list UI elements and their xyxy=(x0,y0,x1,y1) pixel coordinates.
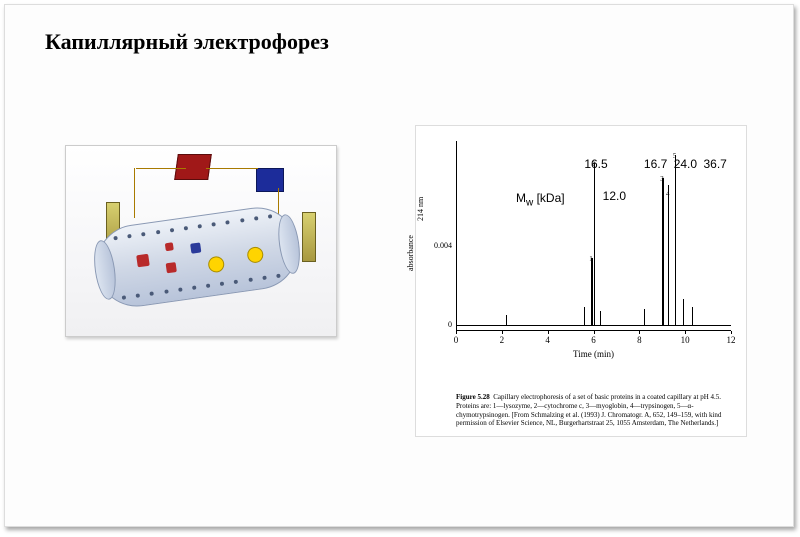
caption-label: Figure 5.28 xyxy=(456,393,490,401)
particle-icon xyxy=(246,246,264,264)
peak-mw-label: 16.7 xyxy=(644,157,667,171)
peak-mw-label: 24.0 xyxy=(674,157,697,171)
wire xyxy=(134,168,136,218)
mw-label: Mw [kDa] xyxy=(516,191,565,208)
x-tick xyxy=(594,331,595,334)
y-axis-label-top: 214 nm xyxy=(416,197,425,221)
particle-icon xyxy=(190,242,201,253)
peak-index-label: 4 xyxy=(666,190,670,198)
capillary-tube xyxy=(91,202,302,311)
minor-peak xyxy=(600,311,601,326)
x-tick xyxy=(731,331,732,334)
x-tick xyxy=(548,331,549,334)
electropherogram-figure: 214 nm absorbance Time (min) Mw [kDa] 02… xyxy=(415,125,747,437)
peak-mw-label: 16.5 xyxy=(584,157,607,171)
peak xyxy=(594,163,596,326)
particle-icon xyxy=(165,242,174,251)
particle-icon xyxy=(207,255,225,273)
power-supply-icon xyxy=(174,154,212,180)
x-tick xyxy=(639,331,640,334)
peak xyxy=(662,178,664,326)
tube-walls xyxy=(113,214,272,240)
y-tick-label: 0.004 xyxy=(424,241,452,250)
x-tick xyxy=(456,331,457,334)
x-tick xyxy=(502,331,503,334)
electrode-icon xyxy=(302,212,316,262)
minor-peak xyxy=(683,299,684,326)
minor-peak xyxy=(644,309,645,326)
x-tick-label: 4 xyxy=(545,335,550,345)
particle-icon xyxy=(166,262,177,273)
wire xyxy=(206,168,258,169)
plot-area: 214 nm absorbance Time (min) Mw [kDa] 02… xyxy=(456,141,731,331)
particle-icon xyxy=(136,254,150,268)
x-tick-label: 8 xyxy=(637,335,642,345)
peak-index-label: 3 xyxy=(660,175,664,183)
x-tick-label: 0 xyxy=(454,335,459,345)
minor-peak xyxy=(584,307,585,326)
x-tick-label: 10 xyxy=(681,335,690,345)
mw-unit: [kDa] xyxy=(533,191,564,205)
peak xyxy=(675,155,677,326)
minor-peak xyxy=(692,307,693,326)
x-tick-label: 12 xyxy=(727,335,736,345)
y-axis xyxy=(456,141,457,331)
y-tick-label: 0 xyxy=(424,320,452,329)
figure-caption: Figure 5.28 Capillary electrophoresis of… xyxy=(456,393,734,428)
x-tick-label: 6 xyxy=(591,335,596,345)
x-axis-label: Time (min) xyxy=(456,349,731,359)
caption-text: Capillary electrophoresis of a set of ba… xyxy=(456,393,721,427)
peak xyxy=(668,185,670,326)
peak-mw-label: 12.0 xyxy=(603,189,626,203)
page-title: Капиллярный электрофорез xyxy=(45,29,329,55)
slide: Капиллярный электрофорез xyxy=(4,4,794,527)
tube-walls xyxy=(122,274,281,300)
mw-text: M xyxy=(516,191,526,205)
peak xyxy=(591,258,593,326)
peak-mw-label: 36.7 xyxy=(704,157,727,171)
capillary-diagram xyxy=(65,145,337,337)
x-tick xyxy=(685,331,686,334)
y-axis-label-bottom: absorbance xyxy=(406,235,415,271)
x-tick-label: 2 xyxy=(500,335,505,345)
minor-peak xyxy=(506,315,507,326)
wire xyxy=(136,168,186,169)
peak-index-label: 1 xyxy=(589,255,593,263)
